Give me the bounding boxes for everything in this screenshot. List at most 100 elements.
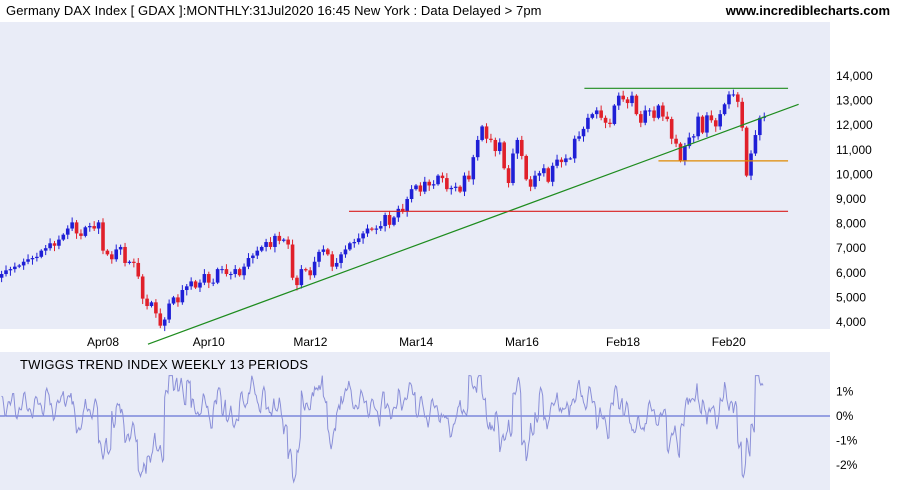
candle-body — [599, 110, 603, 118]
candle-body — [202, 274, 207, 283]
time-x-tick-label: Apr08 — [87, 335, 119, 349]
price-y-tick-label: 6,000 — [836, 266, 866, 280]
candle-body — [39, 250, 44, 257]
candle-body — [118, 246, 123, 250]
price-y-tick-label: 9,000 — [836, 192, 866, 206]
candle-body — [709, 115, 714, 121]
candle-body — [546, 168, 551, 182]
candle-body — [749, 153, 753, 176]
candle-body — [264, 242, 268, 247]
candle-body — [524, 155, 528, 180]
candle-body — [321, 249, 326, 252]
indicator-y-tick-label: -2% — [836, 458, 858, 472]
candle-body — [123, 246, 127, 263]
candle-body — [445, 178, 449, 190]
candle-body — [140, 276, 145, 299]
candle-body — [493, 139, 498, 152]
candle-body — [268, 242, 273, 247]
candle-body — [383, 214, 387, 227]
candle-body — [669, 119, 674, 139]
candle-body — [753, 135, 758, 154]
candle-body — [211, 282, 216, 284]
price-y-tick-label: 8,000 — [836, 217, 866, 231]
candle-body — [528, 179, 533, 187]
candle-body — [277, 235, 282, 241]
candle-body — [233, 269, 238, 275]
candle-body — [497, 142, 502, 152]
candle-body — [237, 269, 242, 276]
candle-body — [110, 254, 114, 260]
candle-body — [718, 114, 722, 127]
time-x-tick-label: Feb20 — [712, 335, 746, 349]
candle-body — [65, 228, 70, 235]
candle-body — [665, 116, 670, 120]
price-y-tick-label: 5,000 — [836, 290, 866, 304]
candle-body — [440, 175, 445, 179]
candle-body — [511, 153, 515, 184]
candle-body — [405, 199, 409, 212]
candle-body — [475, 139, 480, 158]
time-x-tick-label: Apr10 — [193, 335, 225, 349]
candle-body — [489, 138, 493, 140]
candle-body — [634, 95, 639, 115]
candle-body — [303, 269, 308, 271]
candle-body — [678, 143, 683, 161]
candle-body — [612, 105, 617, 124]
candle-body — [87, 226, 92, 228]
candle-body — [691, 136, 696, 138]
candle-body — [26, 259, 30, 262]
candle-body — [533, 175, 537, 187]
candle-body — [286, 239, 290, 245]
price-y-tick-label: 7,000 — [836, 241, 866, 255]
candle-body — [652, 110, 656, 118]
candle-body — [467, 175, 471, 180]
candle-body — [308, 270, 312, 276]
candle-body — [215, 269, 220, 283]
candle-body — [171, 297, 176, 304]
candle-body — [427, 181, 432, 186]
indicator-y-tick-label: -1% — [836, 434, 858, 448]
candle-body — [61, 234, 66, 240]
candle-body — [21, 261, 26, 266]
candle-body — [555, 159, 559, 166]
candle-body — [207, 274, 211, 283]
candle-body — [378, 226, 383, 229]
time-x-tick-label: Feb18 — [606, 335, 640, 349]
candle-body — [198, 282, 202, 288]
time-x-tick-label: Mar16 — [505, 335, 539, 349]
candle-body — [149, 302, 154, 307]
candle-body — [594, 110, 599, 115]
candle-body — [136, 262, 141, 277]
candle-body — [189, 281, 193, 287]
candle-body — [758, 117, 762, 136]
time-x-tick-label: Mar14 — [399, 335, 433, 349]
candle-body — [458, 186, 462, 192]
candle-body — [48, 243, 52, 249]
candle-body — [101, 222, 105, 251]
candle-body — [431, 184, 436, 186]
candle-body — [449, 187, 454, 190]
candle-body — [687, 137, 692, 147]
candle-body — [572, 138, 577, 159]
candle-body — [462, 175, 467, 192]
candle-body — [608, 122, 612, 124]
candle-body — [696, 116, 700, 137]
price-y-tick-label: 10,000 — [836, 167, 873, 181]
candle-body — [639, 114, 643, 123]
candle-body — [242, 266, 246, 276]
candle-body — [515, 139, 520, 154]
indicator-title: TWIGGS TREND INDEX WEEKLY 13 PERIODS — [20, 357, 309, 372]
candle-body — [13, 266, 17, 270]
candle-body — [348, 243, 352, 250]
candle-body — [581, 128, 586, 137]
site-url[interactable]: www.incrediblecharts.com — [725, 3, 890, 18]
candle-body — [586, 117, 590, 129]
candle-body — [184, 286, 189, 291]
candle-body — [339, 254, 343, 263]
candle-body — [57, 239, 61, 246]
time-x-tick-label: Mar12 — [293, 335, 327, 349]
candle-body — [92, 226, 96, 229]
candle-body — [220, 269, 224, 271]
candle-body — [392, 217, 396, 225]
